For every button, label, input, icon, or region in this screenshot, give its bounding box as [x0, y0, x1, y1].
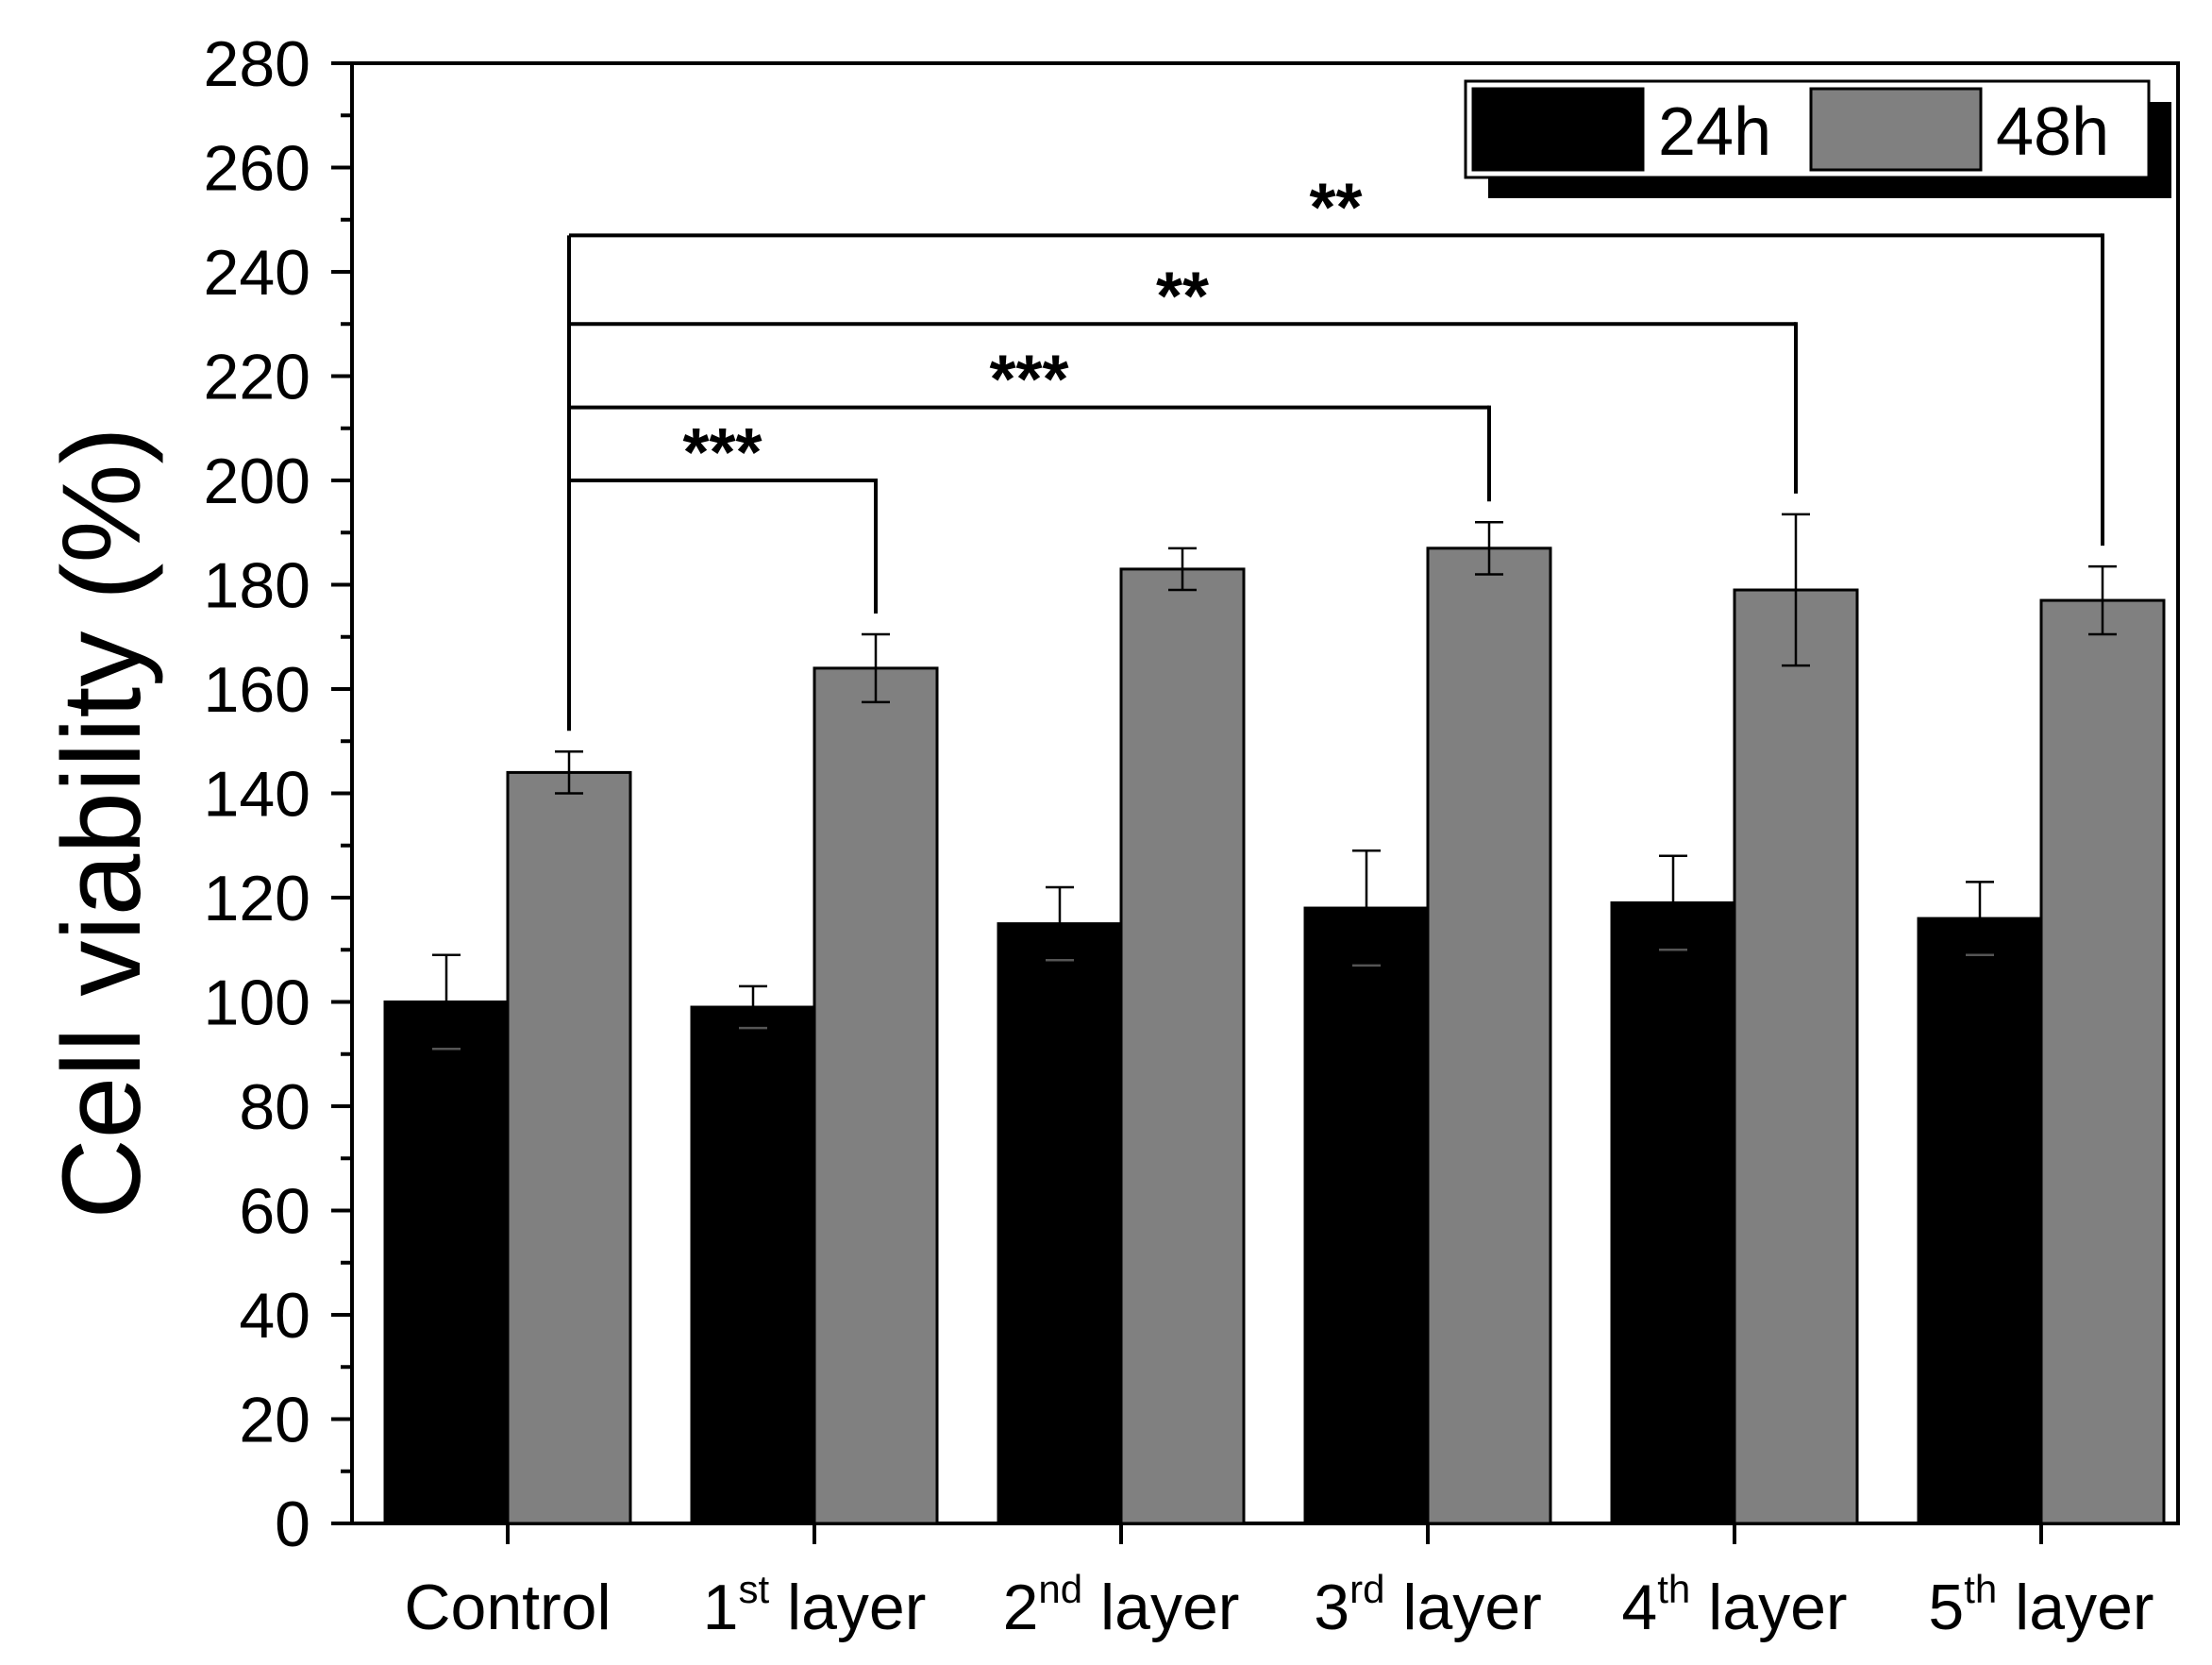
x-category-label: 1st layer — [703, 1567, 927, 1643]
y-tick-label: 0 — [275, 1488, 310, 1560]
significance-label: ** — [1309, 170, 1362, 245]
y-tick-label: 240 — [204, 237, 310, 309]
bar-24h — [383, 1001, 510, 1525]
legend-swatch-48h — [1809, 87, 1983, 172]
significance-label: *** — [989, 343, 1068, 418]
y-tick-label: 20 — [239, 1385, 310, 1456]
x-category-label: 4th layer — [1621, 1567, 1847, 1643]
bar-48h — [1426, 547, 1552, 1525]
x-category-label: Control — [404, 1572, 611, 1643]
y-axis-label: Cell viability (%) — [40, 427, 164, 1219]
legend-swatch-24h — [1471, 87, 1645, 172]
bar-24h — [1303, 906, 1430, 1525]
x-category-label: 2nd layer — [1003, 1567, 1240, 1643]
y-tick-label: 220 — [204, 342, 310, 413]
bar-48h — [1119, 567, 1246, 1525]
y-tick-label: 140 — [204, 759, 310, 831]
bar-24h — [1610, 901, 1736, 1525]
bar-48h — [1733, 588, 1859, 1525]
y-tick-label: 100 — [204, 967, 310, 1039]
y-tick-label: 200 — [204, 446, 310, 517]
significance-label: *** — [682, 415, 762, 491]
bar-24h — [997, 922, 1123, 1525]
x-category-label: 3rd layer — [1314, 1567, 1541, 1643]
bar-48h — [813, 666, 939, 1525]
plot-area: 0 20 40 60 80 100 120 140 160 180 200 220 240 260 280 C… — [204, 28, 2180, 1643]
y-tick-label: 120 — [204, 863, 310, 934]
legend-label-24h: 24h — [1658, 94, 1771, 170]
y-tick-label: 180 — [204, 550, 310, 622]
y-tick-label: 40 — [239, 1280, 310, 1352]
significance-label: ** — [1156, 259, 1209, 334]
bar-48h — [2039, 598, 2166, 1525]
legend-label-48h: 48h — [1996, 94, 2109, 170]
y-tick-label: 280 — [204, 28, 310, 100]
y-tick-label: 260 — [204, 133, 310, 205]
bar-24h — [1917, 917, 2043, 1525]
y-tick-label: 60 — [239, 1176, 310, 1248]
bar-24h — [690, 1005, 816, 1525]
x-category-label: 5th layer — [1928, 1567, 2153, 1643]
bar-48h — [506, 770, 632, 1525]
y-tick-label: 80 — [239, 1071, 310, 1143]
y-tick-label: 160 — [204, 654, 310, 726]
